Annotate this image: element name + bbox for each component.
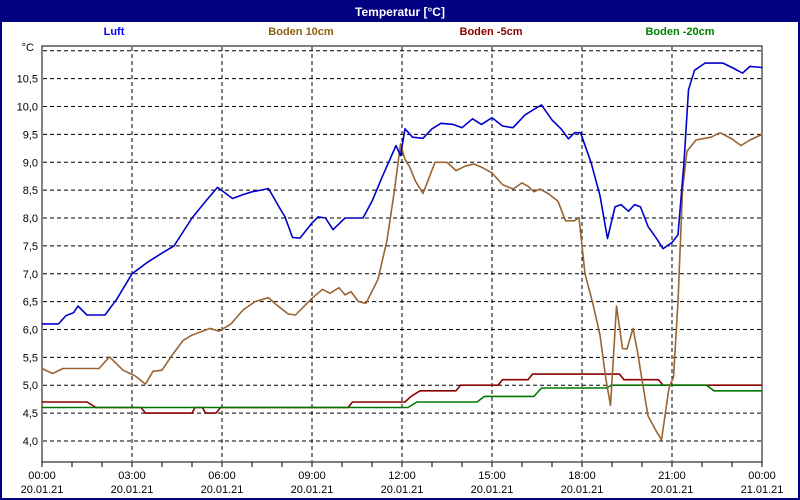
legend-item-boden-20cm: Boden -20cm — [645, 26, 715, 38]
series-line-boden_minus20cm — [41, 384, 763, 409]
y-tick-label: 9,5 — [23, 129, 38, 141]
y-tick-label: 8,5 — [23, 185, 38, 197]
legend-item-luft: Luft — [103, 26, 125, 38]
title-bar: Temperatur [°C] — [2, 2, 798, 22]
x-tick-time-label: 06:00 — [208, 470, 236, 482]
y-tick-label: 7,5 — [23, 241, 38, 253]
x-tick-time-label: 00:00 — [748, 470, 776, 482]
x-tick-time-label: 15:00 — [478, 470, 506, 482]
x-tick-date-label: 20.01.21 — [651, 484, 694, 496]
series-line-boden_minus5cm — [41, 373, 763, 414]
x-tick-date-label: 20.01.21 — [381, 484, 424, 496]
y-tick-label: 4,5 — [23, 408, 38, 420]
y-tick-label: 10,5 — [17, 74, 38, 86]
x-tick-time-label: 12:00 — [388, 470, 416, 482]
series-line-boden_10cm — [41, 131, 763, 441]
x-tick-time-label: 18:00 — [568, 470, 596, 482]
x-tick-date-label: 20.01.21 — [561, 484, 604, 496]
x-tick-time-label: 03:00 — [118, 470, 146, 482]
legend: Luft Boden 10cm Boden -5cm Boden -20cm — [2, 22, 798, 44]
legend-item-boden-5cm: Boden -5cm — [459, 26, 523, 38]
x-tick-time-label: 09:00 — [298, 470, 326, 482]
y-tick-label: 8,0 — [23, 213, 38, 225]
series-line-luft — [41, 62, 763, 325]
y-tick-label: 10,0 — [17, 102, 38, 114]
y-tick-label: 6,5 — [23, 297, 38, 309]
x-tick-time-label: 00:00 — [28, 470, 56, 482]
y-tick-label: 9,0 — [23, 157, 38, 169]
y-tick-label: 4,0 — [23, 436, 38, 448]
y-tick-label: 5,0 — [23, 380, 38, 392]
x-tick-date-label: 20.01.21 — [201, 484, 244, 496]
x-tick-date-label: 20.01.21 — [21, 484, 64, 496]
y-axis-unit-label: °C — [22, 42, 34, 54]
y-tick-label: 7,0 — [23, 269, 38, 281]
x-tick-date-label: 20.01.21 — [111, 484, 154, 496]
legend-item-boden-10cm: Boden 10cm — [268, 26, 334, 38]
x-tick-date-label: 20.01.21 — [291, 484, 334, 496]
chart-title: Temperatur [°C] — [355, 5, 445, 19]
x-tick-date-label: 20.01.21 — [471, 484, 514, 496]
x-tick-time-label: 21:00 — [658, 470, 686, 482]
x-tick-date-label: 21.01.21 — [741, 484, 784, 496]
y-tick-label: 6,0 — [23, 325, 38, 337]
y-tick-label: 5,5 — [23, 352, 38, 364]
